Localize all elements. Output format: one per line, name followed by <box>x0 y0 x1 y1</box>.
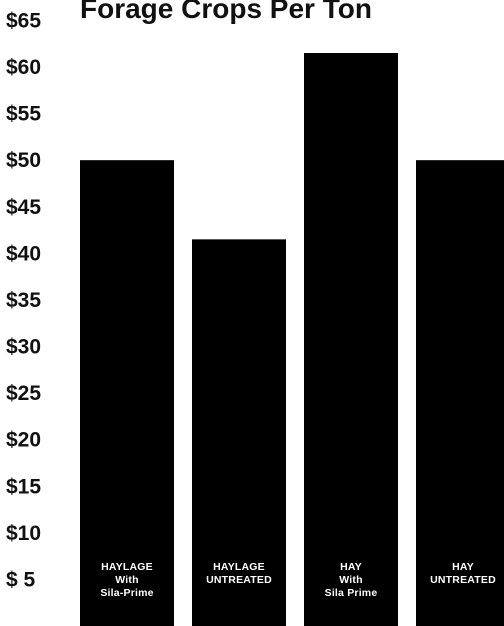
bar-label-4-line-2: UNTREATED <box>430 574 496 586</box>
bar-label-1-line-2: With <box>115 574 138 586</box>
y-tick-label-5: $ 5 <box>6 568 36 591</box>
bar-label-2-line-2: UNTREATED <box>206 574 272 586</box>
y-tick-label-35: $35 <box>6 289 41 312</box>
y-tick-label-10: $10 <box>6 522 41 545</box>
y-tick-label-20: $20 <box>6 429 41 452</box>
y-tick-label-30: $30 <box>6 336 41 359</box>
bar-label-1-line-3: Sila-Prime <box>100 587 153 599</box>
y-tick-label-65: $65 <box>6 9 41 32</box>
bar-label-2-line-1: HAYLAGE <box>213 561 265 573</box>
bar-labels: HAYLAGEWithSila-PrimeHAYLAGEUNTREATEDHAY… <box>100 561 496 599</box>
y-tick-label-40: $40 <box>6 242 41 265</box>
y-tick-label-60: $60 <box>6 56 41 79</box>
bar-haylage-with-sila-prime <box>80 160 174 626</box>
y-tick-label-50: $50 <box>6 149 41 172</box>
bar-label-3-line-3: Sila Prime <box>325 587 378 599</box>
y-tick-label-45: $45 <box>6 196 41 219</box>
bar-haylage-untreated <box>192 239 286 626</box>
bar-label-3-line-2: With <box>339 574 362 586</box>
bar-label-1-line-1: HAYLAGE <box>101 561 153 573</box>
y-tick-label-25: $25 <box>6 382 41 405</box>
y-tick-label-55: $55 <box>6 103 41 126</box>
bar-label-3-line-1: HAY <box>340 561 362 573</box>
chart-title: Forage Crops Per Ton <box>80 0 372 24</box>
bar-hay-untreated <box>416 160 504 626</box>
y-tick-label-15: $15 <box>6 475 41 498</box>
y-axis-ticks: $ 5 $10 $15 $20 $25 $30 $35 $40 $45 $50 $55 $60 $65 <box>6 9 41 591</box>
bar-hay-with-sila-prime <box>304 53 398 626</box>
bar-label-4-line-1: HAY <box>452 561 474 573</box>
bars-layer <box>80 53 504 626</box>
